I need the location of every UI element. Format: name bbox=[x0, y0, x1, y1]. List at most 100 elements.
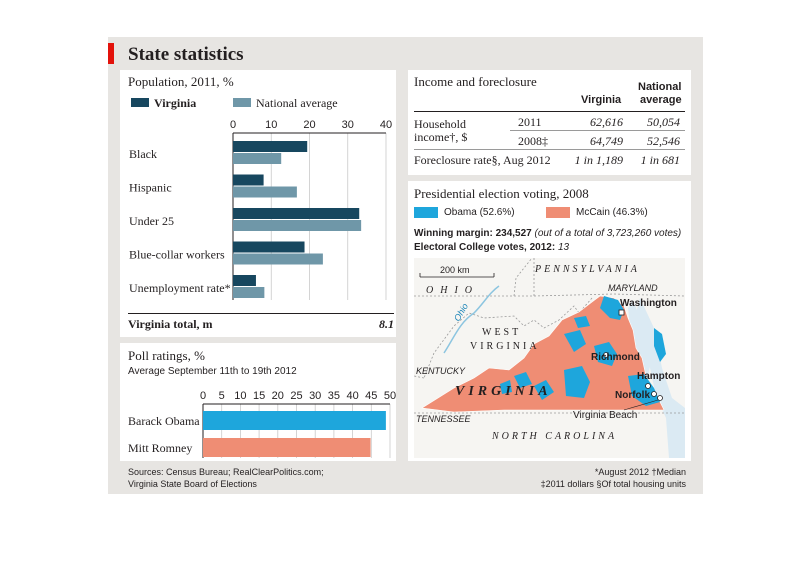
map-label-north-carolina: NORTH CAROLINA bbox=[492, 431, 618, 442]
map-obama-roanoke bbox=[514, 372, 532, 388]
mccain-legend-swatch bbox=[546, 207, 570, 218]
income-va-2011: 62,616 bbox=[590, 115, 623, 129]
income-na-foreclosure: 1 in 681 bbox=[640, 153, 680, 167]
map-obama-southside bbox=[564, 366, 590, 398]
poll-subtitle: Average September 11th to 19th 2012 bbox=[128, 366, 297, 377]
map-state-borders bbox=[413, 257, 686, 414]
norfolk-marker bbox=[651, 391, 657, 397]
map-label-west-virginia: VIRGINIA bbox=[470, 341, 540, 352]
map-label-virginia-beach: Virginia Beach bbox=[573, 410, 638, 421]
poll-xtick-label-7: 35 bbox=[328, 390, 340, 402]
poll-category-label-0: Barack Obama bbox=[128, 414, 200, 428]
poll-xtick-label-4: 20 bbox=[272, 390, 284, 402]
map-obama-charlottesville bbox=[574, 316, 590, 328]
pop-category-label-1: Hispanic bbox=[129, 181, 172, 195]
hampton-marker bbox=[645, 383, 651, 389]
accent-tag bbox=[108, 43, 114, 64]
obama-legend-swatch bbox=[414, 207, 438, 218]
pop-bar-virginia-4 bbox=[233, 275, 256, 286]
electoral-votes-label: Electoral College votes, 2012: bbox=[414, 242, 556, 253]
income-foreclosure-label: Foreclosure rate§, Aug 2012 bbox=[414, 153, 551, 167]
map-obama-eastern-shore bbox=[654, 328, 666, 362]
poll-title: Poll ratings, % bbox=[128, 348, 205, 363]
income-panel bbox=[408, 70, 691, 175]
income-va-foreclosure: 1 in 1,189 bbox=[574, 153, 623, 167]
income-header-rule bbox=[414, 111, 685, 112]
poll-xtick-label-3: 15 bbox=[253, 390, 265, 402]
winning-margin-note: (out of a total of 3,723,260 votes) bbox=[534, 228, 682, 239]
map-label-richmond: Richmond bbox=[591, 352, 640, 363]
pop-bar-virginia-1 bbox=[233, 174, 264, 186]
virginia-beach-leader bbox=[623, 399, 659, 411]
map-label-ohio: OHIO bbox=[426, 285, 479, 296]
income-household-label-2: income†, $ bbox=[414, 130, 468, 144]
map-label-maryland: MARYLAND bbox=[608, 283, 658, 293]
population-title: Population, 2011, % bbox=[128, 74, 234, 89]
pop-xtick-label-0: 0 bbox=[230, 119, 236, 131]
pop-bar-national-3 bbox=[233, 253, 323, 265]
poll-xtick-label-6: 30 bbox=[309, 390, 321, 402]
map-obama-central bbox=[564, 330, 586, 352]
pop-bar-virginia-0 bbox=[233, 141, 308, 152]
poll-xtick-label-0: 0 bbox=[200, 390, 206, 402]
notes-line-1: *August 2012 †Median bbox=[594, 467, 686, 477]
poll-xtick-label-8: 40 bbox=[346, 390, 358, 402]
page-title: State statistics bbox=[128, 44, 244, 65]
pop-category-label-2: Under 25 bbox=[129, 214, 174, 228]
pop-xtick-label-4: 40 bbox=[380, 119, 392, 131]
map-label-virginia: VIRGINIA bbox=[455, 384, 552, 399]
map-obama-hampton-roads bbox=[628, 374, 660, 406]
map-label-kentucky: KENTUCKY bbox=[416, 366, 466, 376]
richmond-marker bbox=[603, 352, 609, 358]
sources-line-2: Virginia State Board of Elections bbox=[128, 479, 257, 489]
electoral-votes-value: 13 bbox=[557, 242, 570, 253]
pop-bar-national-2 bbox=[233, 220, 362, 231]
legend-national-swatch bbox=[233, 98, 251, 107]
map-label-washington: Washington bbox=[620, 298, 677, 309]
poll-bar-0 bbox=[203, 411, 386, 430]
pop-category-label-0: Black bbox=[129, 147, 157, 161]
poll-xtick-label-2: 10 bbox=[234, 390, 246, 402]
winning-margin-value: Winning margin: 234,527 bbox=[414, 228, 532, 239]
pop-xtick-label-3: 30 bbox=[342, 119, 354, 131]
income-na-2008: 52,546 bbox=[647, 134, 680, 148]
pop-xtick-label-2: 20 bbox=[303, 119, 315, 131]
population-total-value: 8.1 bbox=[379, 317, 394, 331]
notes-line-2: ‡2011 dollars §Of total housing units bbox=[540, 479, 686, 489]
pop-bar-virginia-2 bbox=[233, 208, 360, 219]
obama-legend-label: Obama (52.6%) bbox=[444, 207, 515, 218]
map-obama-northern-virginia bbox=[600, 296, 624, 320]
pop-bar-virginia-3 bbox=[233, 241, 305, 253]
map-scale-label: 200 km bbox=[440, 265, 470, 275]
poll-xtick-label-5: 25 bbox=[290, 390, 302, 402]
legend-virginia-swatch bbox=[131, 98, 149, 107]
poll-bar-1 bbox=[203, 438, 371, 457]
map-label-hampton: Hampton bbox=[637, 371, 681, 382]
mccain-legend-label: McCain (46.3%) bbox=[576, 207, 648, 218]
pop-xtick-label-1: 10 bbox=[265, 119, 277, 131]
poll-xtick-label-1: 5 bbox=[219, 390, 225, 402]
map-obama-montgomery bbox=[500, 380, 512, 394]
income-col-national-2: average bbox=[640, 94, 682, 106]
income-va-2008: 64,749 bbox=[590, 134, 623, 148]
map-ohio-river bbox=[443, 285, 500, 354]
pop-category-label-4: Unemployment rate* bbox=[129, 281, 231, 295]
income-year-2008: 2008‡ bbox=[518, 134, 548, 148]
election-title: Presidential election voting, 2008 bbox=[414, 186, 589, 201]
virginia-map bbox=[413, 257, 686, 458]
income-household-label-1: Household bbox=[414, 117, 466, 131]
pop-bar-national-4 bbox=[233, 287, 265, 298]
legend-national-label: National average bbox=[256, 96, 338, 110]
population-total-label: Virginia total, m bbox=[128, 317, 213, 331]
washington-marker bbox=[618, 309, 625, 316]
population-total-rule bbox=[128, 313, 394, 314]
income-na-2011: 50,054 bbox=[647, 115, 680, 129]
income-col-virginia: Virginia bbox=[581, 94, 622, 106]
map-ocean bbox=[636, 298, 685, 458]
pop-category-label-3: Blue-collar workers bbox=[129, 248, 225, 262]
income-row-rule bbox=[510, 130, 685, 131]
poll-xtick-label-9: 45 bbox=[365, 390, 377, 402]
income-col-national-1: National bbox=[638, 81, 682, 93]
